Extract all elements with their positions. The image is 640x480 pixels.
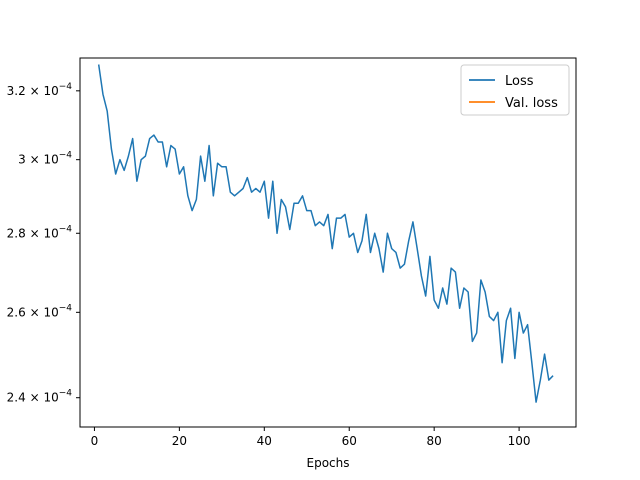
y-tick-exponent: −4 <box>59 82 73 92</box>
legend: Loss Val. loss <box>460 64 570 116</box>
y-tick-mantissa: 3 <box>18 153 26 167</box>
y-tick-label: 2.8 × 10−4 <box>7 224 73 240</box>
y-tick-times: × 10 <box>26 305 59 319</box>
y-axis-ticks: 2.4 × 10−42.6 × 10−42.8 × 10−43 × 10−43.… <box>7 82 80 405</box>
y-tick-times: × 10 <box>26 391 59 405</box>
y-tick-times: × 10 <box>26 153 59 167</box>
y-tick-exponent: −4 <box>59 303 73 313</box>
y-tick-times: × 10 <box>26 226 59 240</box>
y-tick-mantissa: 3.2 <box>7 84 26 98</box>
x-tick-label: 0 <box>91 434 99 448</box>
x-tick-label: 40 <box>257 434 272 448</box>
y-tick-label: 2.6 × 10−4 <box>7 303 73 319</box>
y-tick-mantissa: 2.4 <box>7 391 26 405</box>
y-tick-times: × 10 <box>26 84 59 98</box>
y-tick-mantissa: 2.8 <box>7 226 26 240</box>
plot-frame <box>79 57 577 428</box>
legend-label: Loss <box>505 74 534 89</box>
series-lines <box>97 64 554 403</box>
x-tick-label: 80 <box>427 434 442 448</box>
y-tick-label: 3 × 10−4 <box>18 151 72 167</box>
x-tick-label: 100 <box>508 434 531 448</box>
y-tick-exponent: −4 <box>59 224 73 234</box>
x-tick-label: 60 <box>342 434 357 448</box>
y-tick-exponent: −4 <box>59 151 73 161</box>
x-tick-label: 20 <box>172 434 187 448</box>
y-tick-label: 2.4 × 10−4 <box>7 389 73 405</box>
y-tick-mantissa: 2.6 <box>7 305 26 319</box>
x-axis-ticks: 0 20 40 60 80 100 <box>91 427 531 448</box>
legend-label: Val. loss <box>505 96 558 111</box>
y-tick-label: 3.2 × 10−4 <box>7 82 73 98</box>
series-line-loss <box>97 64 554 403</box>
x-axis-label: Epochs <box>307 456 350 470</box>
y-tick-exponent: −4 <box>59 389 73 399</box>
